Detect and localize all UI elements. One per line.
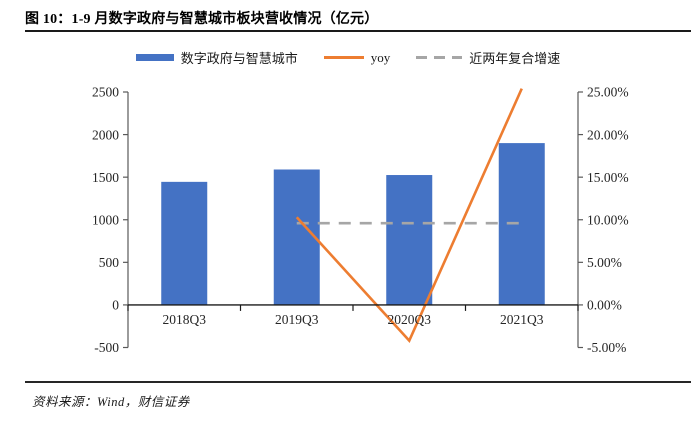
- left-axis-tick-label: 2000: [92, 127, 119, 142]
- legend-item-revenue: 数字政府与智慧城市: [135, 48, 298, 67]
- figure-title: 图 10：1-9 月数字政府与智慧城市板块营收情况（亿元）: [25, 12, 379, 27]
- legend-item-cagr: 近两年复合增速: [416, 48, 560, 67]
- source-note: 资料来源：Wind，财信证券: [32, 395, 190, 409]
- right-axis-tick-label: 10.00%: [587, 212, 629, 227]
- right-axis-tick-label: 20.00%: [587, 127, 629, 142]
- right-axis-tick-label: 0.00%: [587, 298, 622, 313]
- dashed-line-swatch-icon: [416, 56, 463, 59]
- right-axis-tick-label: -5.00%: [587, 340, 626, 355]
- title-divider: [25, 30, 691, 32]
- right-axis-tick-label: 5.00%: [587, 255, 622, 270]
- legend-label-revenue: 数字政府与智慧城市: [180, 51, 298, 66]
- legend-label-yoy: yoy: [370, 49, 391, 65]
- left-axis-tick-label: 500: [99, 255, 120, 270]
- category-label: 2020Q3: [388, 312, 432, 327]
- footer-divider: [25, 381, 691, 383]
- revenue-bar: [498, 143, 545, 305]
- right-axis-tick-label: 25.00%: [587, 85, 629, 100]
- yoy-line: [295, 88, 523, 344]
- left-axis-tick-label: 1000: [92, 212, 119, 227]
- left-axis-tick-label: 1500: [92, 170, 119, 185]
- right-axis-tick-label: 15.00%: [587, 170, 629, 185]
- left-axis-tick-label: 2500: [92, 85, 119, 100]
- legend-item-yoy: yoy: [323, 49, 391, 66]
- category-label: 2019Q3: [275, 312, 319, 327]
- left-axis-tick-label: -500: [94, 340, 119, 355]
- line-swatch-icon: [323, 56, 364, 59]
- chart-legend: 数字政府与智慧城市 yoy 近两年复合增速: [0, 48, 696, 67]
- revenue-bar: [161, 181, 208, 305]
- bar-swatch-icon: [135, 54, 174, 61]
- category-label: 2021Q3: [500, 312, 544, 327]
- left-axis-tick-label: 0: [112, 298, 119, 313]
- category-label: 2018Q3: [163, 312, 207, 327]
- legend-label-cagr: 近两年复合增速: [469, 51, 561, 66]
- revenue-bar: [386, 175, 433, 305]
- revenue-bar: [273, 169, 320, 305]
